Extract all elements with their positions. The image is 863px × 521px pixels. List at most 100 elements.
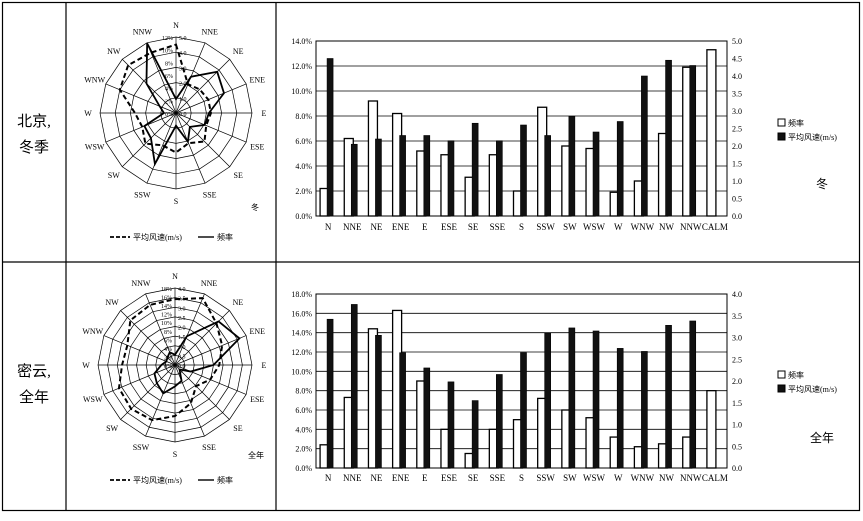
category-label: SW	[563, 222, 577, 232]
rose-ring-label-speed: 0.0	[179, 112, 187, 118]
rose-spoke	[103, 364, 176, 395]
rose-ring-label-freq: 10%	[162, 49, 173, 55]
right-tick-label: 2.5	[732, 125, 742, 134]
rose-direction-label: NNW	[131, 279, 151, 288]
category-label: SE	[468, 473, 479, 483]
rose-direction-label: N	[173, 21, 179, 30]
rose-direction-label: E	[262, 361, 267, 370]
category-label: NE	[370, 222, 382, 232]
row-label-line-2: 全年	[19, 388, 49, 406]
rose-spoke	[103, 335, 176, 366]
rose-ring-label-freq: 4%	[164, 347, 172, 353]
category-label: N	[325, 473, 332, 483]
rose-spoke	[120, 310, 176, 366]
legend-label-frequency: 频率	[217, 475, 233, 485]
rose-direction-label: NNE	[201, 28, 218, 37]
bar-speed	[665, 59, 672, 217]
rose-ring-label-speed: 4.0	[179, 51, 187, 57]
left-tick-label: 16.0%	[291, 309, 312, 318]
category-label: SW	[563, 473, 577, 483]
bar-speed	[689, 320, 697, 469]
rose-spoke	[146, 42, 177, 114]
rose-ring-label-speed: 2.0	[178, 326, 186, 332]
category-label: S	[519, 473, 524, 483]
right-tick-label: 0.0	[732, 212, 742, 221]
rose-ring-label-freq: 6%	[165, 74, 173, 80]
category-label: WSW	[583, 222, 606, 232]
category-label: WNW	[631, 222, 655, 232]
bar-speed	[326, 318, 334, 469]
legend-swatch-speed	[777, 132, 786, 141]
rose-spoke	[122, 112, 177, 167]
rose-spoke	[175, 112, 206, 184]
right-tick-label: 0.0	[732, 464, 742, 473]
bar-speed	[616, 121, 624, 217]
rose-direction-label: S	[173, 450, 177, 459]
bar-speed	[375, 138, 382, 217]
rose-direction-label: ENE	[250, 75, 266, 84]
rose-direction-label: WSW	[85, 143, 105, 152]
bar-frequency	[706, 390, 717, 469]
rose-ring-label-speed: 0.5	[178, 354, 186, 360]
rose-direction-label: SSW	[134, 190, 151, 199]
bar-speed	[326, 58, 334, 217]
legend-swatch-frequency	[777, 370, 786, 379]
bar-speed	[423, 135, 431, 217]
rose-ring-label-freq: 8%	[165, 61, 173, 67]
rose-spoke	[175, 112, 230, 167]
bar-speed	[520, 124, 527, 217]
legend-label-speed: 平均风速(m/s)	[133, 232, 182, 242]
rose-spoke	[175, 112, 247, 143]
rose-direction-label: NW	[105, 298, 119, 307]
rose-ring-label-freq: 12%	[161, 313, 172, 319]
left-tick-label: 2.0%	[295, 445, 312, 454]
legend-swatch-frequency	[777, 118, 786, 127]
bar-speed	[399, 135, 406, 217]
rose-spoke	[175, 83, 247, 114]
bar-speed	[471, 122, 479, 217]
rose-direction-label: NW	[107, 47, 121, 56]
right-tick-label: 2.0	[732, 377, 742, 386]
bar-speed	[447, 140, 455, 217]
rose-ring-label-freq: 14%	[161, 304, 172, 310]
right-tick-label: 1.0	[732, 421, 742, 430]
category-label: NE	[370, 473, 382, 483]
category-label: E	[422, 222, 428, 232]
category-label: NW	[659, 222, 674, 232]
left-tick-label: 6.0%	[295, 406, 312, 415]
left-tick-label: 0.0%	[295, 212, 312, 221]
category-label: CALM	[702, 222, 728, 232]
category-label: E	[422, 473, 428, 483]
rose-direction-label: NNW	[133, 28, 153, 37]
legend-swatch-speed	[777, 384, 786, 393]
left-tick-label: 12.0%	[291, 348, 312, 357]
right-tick-label: 4.0	[732, 72, 742, 81]
right-tick-label: 3.0	[732, 334, 742, 343]
bar-speed	[423, 367, 431, 469]
rose-spoke	[105, 83, 177, 114]
bar-speed	[544, 135, 551, 217]
rose-ring-label-freq: 16%	[161, 296, 172, 302]
right-tick-label: 3.0	[732, 107, 742, 116]
category-label: S	[519, 222, 524, 232]
left-tick-label: 8.0%	[295, 112, 312, 121]
left-tick-label: 4.0%	[295, 425, 312, 434]
rose-spoke	[174, 335, 247, 366]
category-label: NNW	[680, 473, 702, 483]
rose-ring-label-speed: 3.5	[178, 297, 186, 303]
rose-spoke	[122, 59, 177, 114]
right-tick-label: 0.5	[732, 195, 742, 204]
legend-label-speed: 平均风速(m/s)	[133, 475, 182, 485]
left-tick-label: 14.0%	[291, 329, 312, 338]
left-tick-label: 2.0%	[295, 187, 312, 196]
rose-spoke	[174, 364, 205, 437]
category-label: ESE	[441, 222, 458, 232]
rose-direction-label: S	[174, 197, 178, 206]
right-tick-label: 3.5	[732, 90, 742, 99]
left-tick-label: 18.0%	[291, 290, 312, 299]
rose-direction-label: NE	[233, 298, 244, 307]
rose-direction-label: W	[84, 109, 92, 118]
